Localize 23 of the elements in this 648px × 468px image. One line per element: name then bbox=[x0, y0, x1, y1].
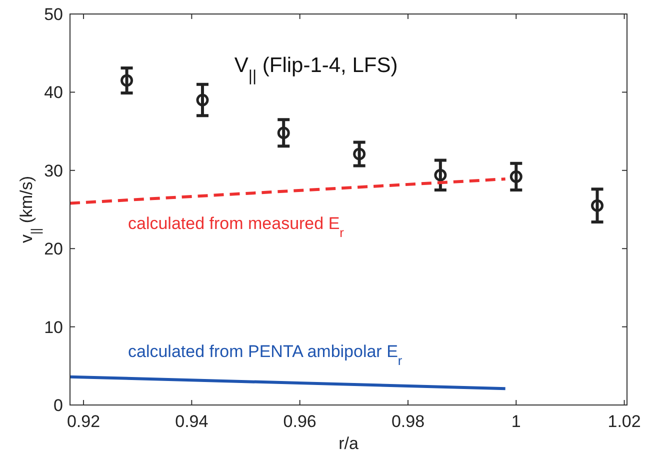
text: V$_{||}$ (Flip-1-4, LFS) bbox=[234, 54, 398, 84]
y-tick-label: 20 bbox=[44, 240, 63, 259]
point bbox=[196, 94, 209, 106]
x-axis-title: r/a bbox=[338, 434, 359, 453]
x-tick-label: 1.02 bbox=[608, 412, 641, 431]
point bbox=[277, 126, 290, 140]
x-tick-label: 0.94 bbox=[175, 412, 208, 431]
point bbox=[120, 74, 134, 87]
y-tick-label: 0 bbox=[54, 396, 63, 415]
series-label: calculated from measured E$_{r}$ bbox=[128, 214, 345, 240]
point bbox=[353, 148, 366, 160]
y-tick-label: 30 bbox=[44, 161, 63, 180]
y-tick-label: 50 bbox=[44, 5, 63, 24]
x-tick-label: 0.96 bbox=[283, 412, 316, 431]
y-tick-label: 10 bbox=[44, 318, 63, 337]
x-tick-label: 1 bbox=[511, 412, 521, 431]
point bbox=[591, 199, 604, 212]
point bbox=[434, 168, 447, 182]
x-tick-label: 0.98 bbox=[391, 412, 425, 431]
series-label: calculated from PENTA ambipolar E$_{r}$ bbox=[128, 342, 403, 368]
x-tick-label: 0.92 bbox=[66, 412, 100, 431]
point bbox=[510, 170, 522, 183]
y-tick-label: 40 bbox=[44, 83, 63, 102]
